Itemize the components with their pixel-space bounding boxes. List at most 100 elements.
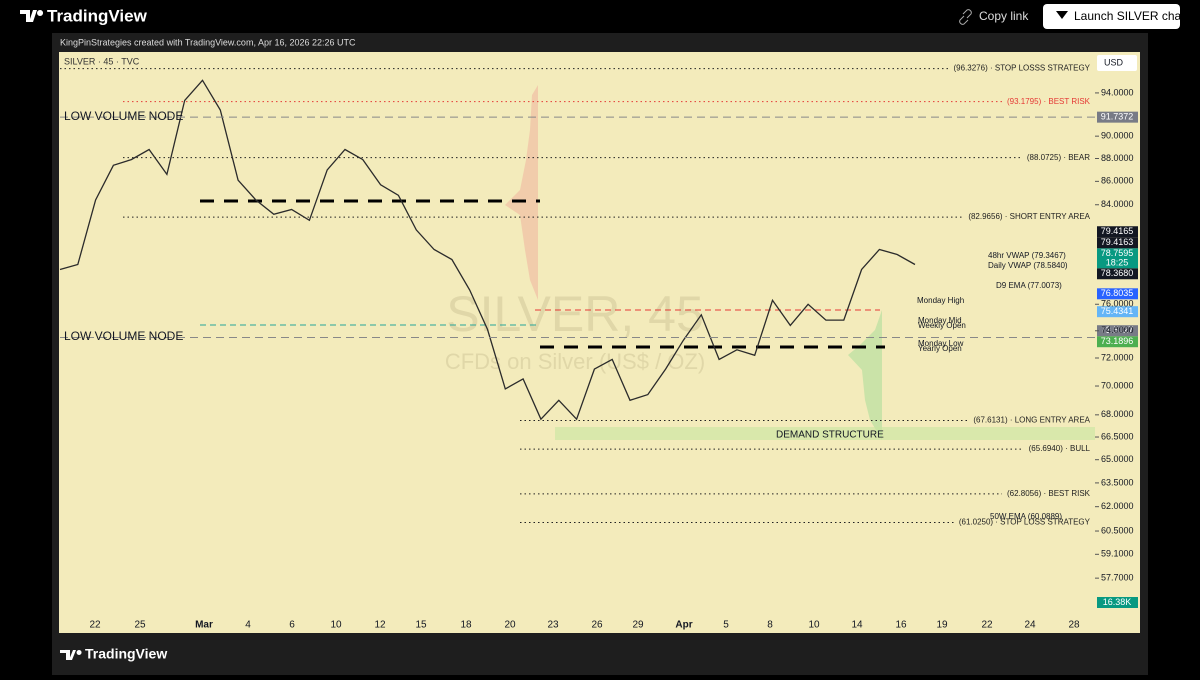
y-tick-label: 94.0000 xyxy=(1101,87,1134,97)
x-tick-label: 22 xyxy=(89,620,101,631)
annotation: Monday High xyxy=(917,296,964,305)
y-tick-label: 63.5000 xyxy=(1101,477,1134,487)
x-tick-label: 14 xyxy=(851,620,863,631)
y-tick-label: 76.0000 xyxy=(1101,299,1134,309)
copy-link-text: Copy link xyxy=(979,9,1029,23)
x-tick-label: 15 xyxy=(415,620,427,631)
y-tick-label: 86.0000 xyxy=(1101,176,1134,186)
x-tick-label: Mar xyxy=(195,620,213,631)
x-tick-label: 23 xyxy=(547,620,559,631)
x-tick-label: 12 xyxy=(374,620,386,631)
volume-profile-upper xyxy=(505,85,538,300)
symbol: SILVER · 45 · TVC xyxy=(64,56,140,66)
x-tick-label: 5 xyxy=(723,620,729,631)
demand-zone xyxy=(555,427,1095,440)
x-tick-label: 16 xyxy=(895,620,907,631)
y-tick-label: 90.0000 xyxy=(1101,131,1134,141)
level-label: (65.6940) · BULL xyxy=(1029,444,1091,453)
price-label: 75.4341 xyxy=(1101,306,1134,316)
price-label-box xyxy=(1097,306,1138,318)
plot-area xyxy=(59,52,1095,615)
y-tick-label: 84.0000 xyxy=(1101,199,1134,209)
price-label-box xyxy=(1097,288,1138,300)
price-label: 76.8035 xyxy=(1101,288,1134,298)
y-tick-label: 59.1000 xyxy=(1101,549,1134,559)
price-label: 73.5027 xyxy=(1101,325,1134,335)
price-label-box xyxy=(1097,336,1138,348)
annotation: Monday Low xyxy=(918,339,964,348)
price-label-box xyxy=(1097,248,1138,269)
annotation: DEMAND STRUCTURE xyxy=(776,430,884,441)
launch-button[interactable]: Launch SILVER chart xyxy=(1043,4,1189,29)
snapshot-caption: KingPinStrategies created with TradingVi… xyxy=(60,37,356,47)
countdown-label: 18:25 xyxy=(1106,258,1129,268)
copy-link[interactable]: Copy link xyxy=(959,9,1030,25)
y-tick-label: 65.0000 xyxy=(1101,454,1134,464)
x-tick-label: 25 xyxy=(134,620,146,631)
x-tick-label: 18 xyxy=(460,620,472,631)
price-label-box xyxy=(1097,268,1138,280)
y-tick-label: 68.0000 xyxy=(1101,409,1134,419)
x-tick-label: 4 xyxy=(245,620,251,631)
annotation: 48hr VWAP (79.3467) xyxy=(988,251,1066,260)
annotation: LOW VOLUME NODE xyxy=(64,329,183,343)
time-axis xyxy=(59,615,1140,633)
y-tick-label: 88.0000 xyxy=(1101,153,1134,163)
launch-button-text: Launch SILVER chart xyxy=(1074,9,1189,23)
annotation: Yearly Open xyxy=(918,344,962,353)
currency: USD xyxy=(1104,57,1124,67)
price-label: 73.1896 xyxy=(1101,336,1134,346)
x-tick-label: 29 xyxy=(632,620,644,631)
launch-button-bg xyxy=(1043,4,1180,29)
x-tick-label: 8 xyxy=(767,620,773,631)
y-tick-label: 70.0000 xyxy=(1101,380,1134,390)
y-tick-label: 66.5000 xyxy=(1101,431,1134,441)
level-label: (93.1795) · BEST RISK xyxy=(1007,97,1091,106)
annotation: D9 EMA (77.0073) xyxy=(996,281,1062,290)
x-tick-label: 19 xyxy=(936,620,948,631)
price-label: 78.7595 xyxy=(1101,248,1134,258)
x-tick-label: Apr xyxy=(675,620,692,631)
level-label: (67.6131) · LONG ENTRY AREA xyxy=(973,416,1090,425)
level-label: (96.3276) · STOP LOSSS STRATEGY xyxy=(954,64,1091,73)
y-tick-label: 57.7000 xyxy=(1101,573,1134,583)
x-tick-label: 26 xyxy=(591,620,603,631)
logo-icon xyxy=(20,10,44,22)
price-label: 78.3680 xyxy=(1101,268,1134,278)
volume-profile-lower xyxy=(848,310,882,440)
currency-box xyxy=(1097,55,1137,71)
annotation: 50W EMA (60.0889) xyxy=(990,512,1062,521)
x-tick-label: 20 xyxy=(504,620,516,631)
price-label-box xyxy=(1097,325,1138,337)
x-tick-label: 22 xyxy=(981,620,993,631)
y-tick-label: 74.0000 xyxy=(1101,325,1134,335)
x-tick-label: 24 xyxy=(1024,620,1036,631)
price-label: 91.7372 xyxy=(1101,112,1134,122)
annotation: Weekly Open xyxy=(918,321,966,330)
x-tick-label: 6 xyxy=(289,620,295,631)
price-label-box xyxy=(1097,111,1138,123)
x-tick-label: 10 xyxy=(330,620,342,631)
price-line xyxy=(59,79,916,421)
price-label: 79.4163 xyxy=(1101,237,1134,247)
logo: TradingView xyxy=(47,6,148,25)
watermark-title: SILVER, 45 xyxy=(446,286,704,342)
level-label: (61.0250) · STOP LOSS STRATEGY xyxy=(959,518,1091,527)
price-label-box xyxy=(1097,226,1138,238)
y-tick-label: 60.5000 xyxy=(1101,525,1134,535)
volume-label: 16.38K xyxy=(1103,597,1132,607)
diamond-icon xyxy=(1056,11,1068,19)
price-label-box xyxy=(1097,237,1138,249)
volume-label-box xyxy=(1097,597,1138,608)
level-label: (82.9656) · SHORT ENTRY AREA xyxy=(968,212,1090,221)
level-label: (62.8056) · BEST RISK xyxy=(1007,489,1091,498)
annotation: LOW VOLUME NODE xyxy=(64,109,183,123)
annotation: Daily VWAP (78.5840) xyxy=(988,261,1068,270)
footer-logo-icon xyxy=(60,650,82,660)
annotation: Monday Mid xyxy=(918,316,962,325)
link-icon xyxy=(959,9,972,25)
x-tick-label: 28 xyxy=(1068,620,1080,631)
